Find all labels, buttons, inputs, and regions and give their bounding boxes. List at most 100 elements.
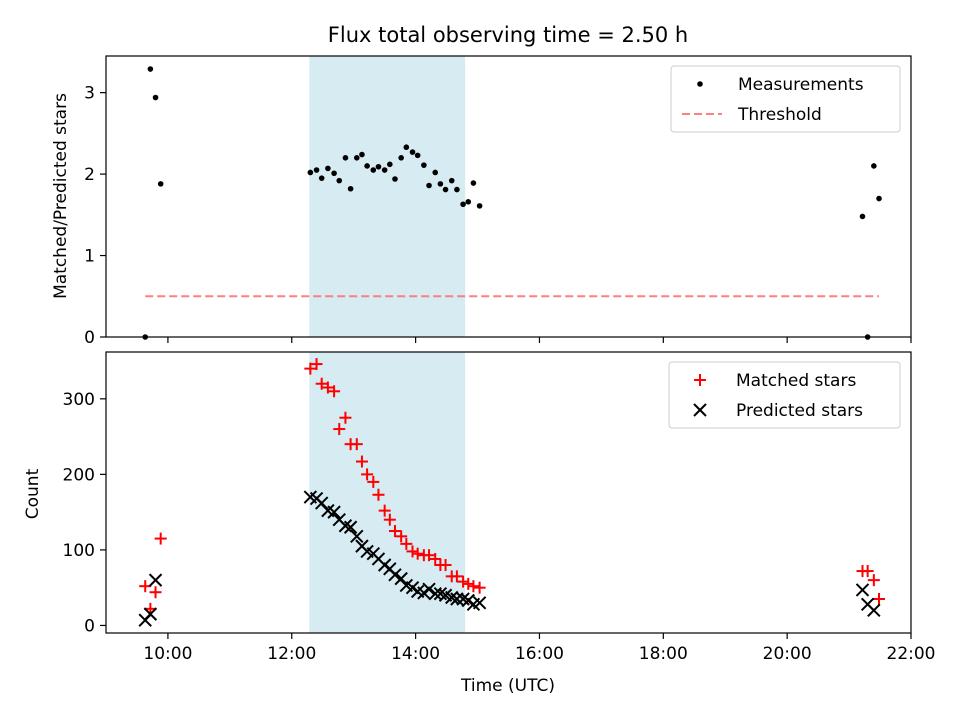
matched-star-point bbox=[321, 381, 334, 394]
predicted-star-point bbox=[327, 505, 341, 519]
measurement-point bbox=[465, 198, 472, 205]
legend-measurements-marker bbox=[697, 81, 703, 87]
bottom-y-tick-label: 100 bbox=[63, 541, 95, 561]
bottom-panel: 10:00 12:00 14:00 16:00 18:00 20:00 22:00 0 100… bbox=[23, 351, 936, 696]
predicted-star-point bbox=[394, 571, 408, 586]
measurement-point bbox=[353, 155, 360, 161]
bottom-legend: Matched stars Predicted stars bbox=[668, 361, 901, 429]
measurement-point bbox=[152, 94, 159, 101]
matched-star-point bbox=[457, 575, 470, 588]
matched-star-point bbox=[154, 532, 167, 545]
measurement-point bbox=[414, 152, 421, 159]
bottom-legend-box bbox=[668, 361, 901, 429]
measurement-point bbox=[392, 176, 398, 182]
bottom-y-axis-label: Count bbox=[23, 468, 43, 519]
measurement-point bbox=[470, 180, 477, 186]
x-tick-label: 10:00 bbox=[143, 644, 192, 664]
measurement-point bbox=[454, 186, 460, 193]
matched-star-point bbox=[350, 438, 363, 451]
measurement-point bbox=[403, 144, 410, 151]
top-x-tick-marks bbox=[167, 337, 912, 343]
predicted-star-point bbox=[143, 607, 158, 621]
matched-star-point bbox=[310, 358, 323, 371]
measurement-point bbox=[364, 163, 370, 169]
measurement-point bbox=[876, 195, 882, 202]
measurement-point bbox=[476, 203, 483, 209]
bottom-y-axis: 0 100 200 300 bbox=[63, 390, 106, 636]
predicted-star-point bbox=[422, 582, 436, 596]
matched-star-point bbox=[304, 362, 317, 375]
predicted-star-point bbox=[148, 573, 163, 587]
measurement-point bbox=[375, 163, 382, 170]
matched-star-point bbox=[149, 586, 162, 599]
measurement-point bbox=[421, 162, 427, 168]
bottom-y-tick-label: 200 bbox=[63, 465, 95, 485]
measurement-point bbox=[331, 170, 337, 177]
measurement-point bbox=[398, 155, 404, 161]
bottom-y-tick-label: 300 bbox=[63, 390, 95, 410]
measurement-point bbox=[448, 177, 455, 184]
measurement-point bbox=[336, 177, 343, 184]
x-tick-label: 20:00 bbox=[763, 644, 812, 664]
matched-star-point bbox=[388, 525, 401, 538]
matched-star-point bbox=[411, 547, 424, 560]
matched-star-point bbox=[429, 552, 442, 565]
measurement-point bbox=[157, 181, 164, 187]
measurement-point bbox=[871, 163, 877, 169]
x-tick-label: 22:00 bbox=[887, 644, 936, 664]
matched-star-point bbox=[400, 537, 413, 550]
legend-matched-marker bbox=[694, 374, 706, 386]
predicted-star-point bbox=[867, 603, 881, 618]
matched-star-point bbox=[361, 468, 374, 481]
measurement-point bbox=[442, 186, 449, 193]
matched-star-point bbox=[861, 565, 874, 578]
matched-star-point bbox=[355, 455, 368, 468]
bottom-data-marks bbox=[138, 358, 886, 627]
top-panel: 0 1 2 3 Matched/Predicted stars Measurement… bbox=[51, 55, 912, 348]
top-y-tick-label: 2 bbox=[84, 165, 95, 185]
bottom-x-axis: 10:00 12:00 14:00 16:00 18:00 20:00 22:00 bbox=[143, 633, 936, 664]
measurement-point bbox=[313, 167, 320, 173]
measurement-point bbox=[381, 167, 388, 173]
matched-star-point bbox=[378, 504, 391, 517]
matched-star-point bbox=[339, 411, 352, 424]
bottom-plot-frame bbox=[105, 351, 912, 634]
matched-star-point bbox=[450, 570, 463, 583]
top-y-tick-label: 0 bbox=[84, 328, 95, 348]
predicted-star-point bbox=[855, 583, 870, 597]
top-y-axis-label: Matched/Predicted stars bbox=[51, 93, 71, 299]
measurement-point bbox=[437, 181, 444, 187]
measurement-point bbox=[325, 165, 331, 172]
measurement-point bbox=[426, 182, 432, 189]
x-tick-label: 18:00 bbox=[639, 644, 688, 664]
matched-star-point bbox=[423, 549, 436, 562]
matched-star-point bbox=[467, 580, 480, 593]
bottom-y-tick-label: 0 bbox=[84, 616, 95, 636]
measurement-point bbox=[387, 161, 393, 168]
predicted-star-point bbox=[472, 596, 487, 610]
legend-matched-label: Matched stars bbox=[736, 371, 856, 391]
matched-star-point bbox=[439, 559, 452, 572]
measurement-point bbox=[307, 169, 314, 176]
matched-star-point bbox=[328, 385, 341, 398]
matched-star-point bbox=[315, 377, 328, 390]
x-axis-label: Time (UTC) bbox=[460, 676, 555, 696]
matched-star-point bbox=[473, 581, 486, 594]
predicted-star-point bbox=[388, 568, 402, 582]
predicted-star-point bbox=[350, 529, 364, 544]
measurement-point bbox=[370, 167, 377, 173]
matched-star-point bbox=[406, 545, 419, 558]
matched-star-point bbox=[372, 488, 385, 501]
matched-star-point bbox=[395, 530, 408, 543]
legend-threshold-label: Threshold bbox=[737, 105, 822, 125]
bottom-shaded-span bbox=[309, 352, 466, 633]
x-tick-label: 16:00 bbox=[515, 644, 564, 664]
matched-star-point bbox=[383, 513, 396, 526]
measurement-point bbox=[432, 169, 439, 176]
measurement-point bbox=[859, 213, 866, 220]
top-shaded-span bbox=[309, 56, 466, 337]
measurement-point bbox=[409, 149, 416, 155]
top-data-marks bbox=[142, 66, 882, 340]
measurement-point bbox=[460, 201, 466, 208]
